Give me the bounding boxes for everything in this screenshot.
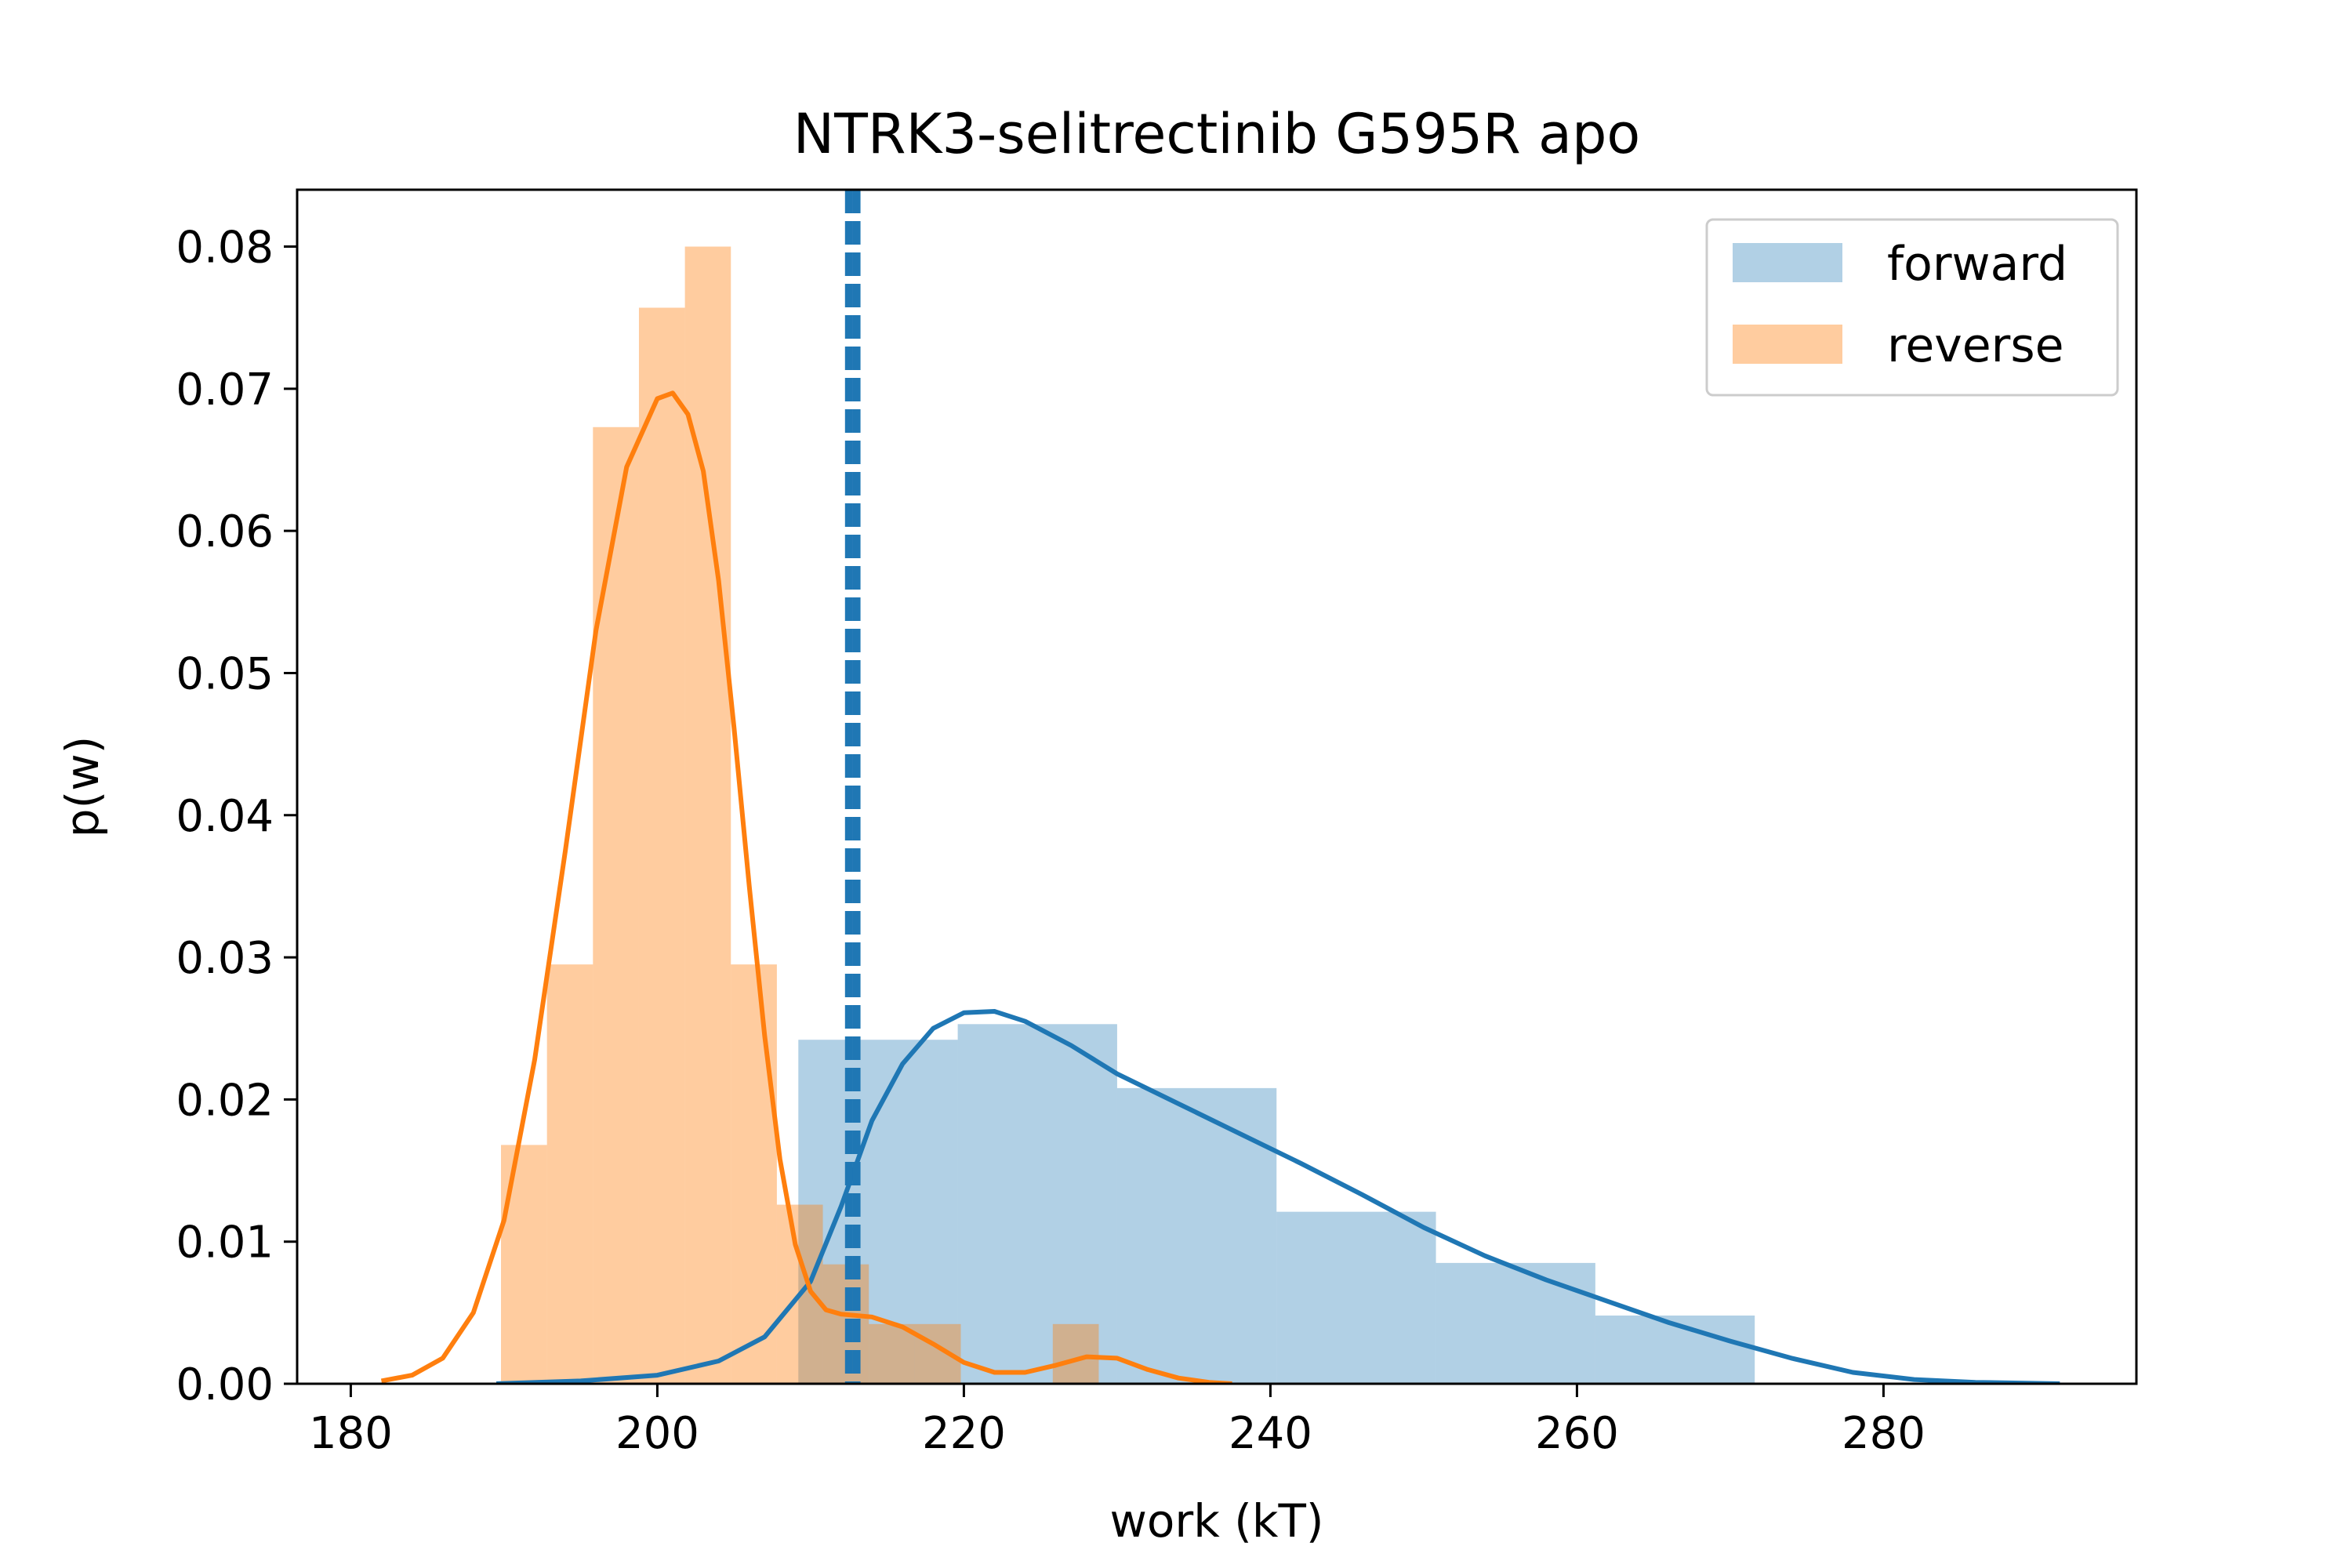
- y-axis: 0.00 0.01 0.02 0.03 0.04 0.05 0.06 0.07 0.08: [176, 223, 297, 1410]
- chart-title: NTRK3-selitrectinib G595R apo: [793, 102, 1640, 166]
- y-tick-label-3: 0.03: [176, 933, 274, 984]
- y-tick-label-2: 0.02: [176, 1075, 274, 1126]
- legend-label-forward: forward: [1887, 237, 2067, 292]
- y-axis-label: p(w): [56, 736, 109, 838]
- x-axis-label: work (kT): [1109, 1494, 1323, 1548]
- legend-swatch-reverse: [1733, 325, 1842, 364]
- x-axis: 180 200 220 240 260 280: [309, 1384, 1926, 1459]
- histogram-reverse: [501, 246, 1099, 1384]
- hist-bar-forward-0: [798, 1040, 958, 1384]
- y-tick-label-8: 0.08: [176, 223, 274, 274]
- y-tick-label-5: 0.05: [176, 648, 274, 699]
- x-tick-label-280: 280: [1842, 1408, 1926, 1459]
- y-tick-label-6: 0.06: [176, 506, 274, 557]
- hist-bar-reverse-12: [1052, 1323, 1099, 1384]
- legend-box: [1705, 218, 2119, 397]
- x-tick-label-260: 260: [1535, 1408, 1619, 1459]
- hist-bar-reverse-1: [546, 964, 593, 1384]
- hist-bar-forward-2: [1116, 1087, 1277, 1384]
- kde-curve-forward: [495, 1009, 2060, 1384]
- hist-bar-reverse-5: [731, 964, 777, 1384]
- hist-bar-reverse-2: [593, 426, 639, 1384]
- hist-bar-forward-1: [957, 1024, 1117, 1384]
- hist-bar-forward-3: [1276, 1211, 1436, 1384]
- legend-swatch-forward: [1733, 243, 1842, 282]
- y-tick-label-4: 0.04: [176, 791, 274, 842]
- plot-area: [380, 246, 2060, 1384]
- y-tick-label-7: 0.07: [176, 365, 274, 416]
- hist-bar-reverse-0: [501, 1145, 547, 1384]
- x-tick-label-220: 220: [922, 1408, 1006, 1459]
- mean-lines: [844, 190, 861, 1384]
- y-tick-label-0: 0.00: [176, 1359, 274, 1410]
- axes-frame: [296, 188, 2138, 1385]
- hist-bar-reverse-4: [684, 246, 731, 1384]
- x-tick-label-240: 240: [1229, 1408, 1312, 1459]
- hist-bar-forward-4: [1436, 1262, 1595, 1384]
- legend: forward reverse: [1705, 218, 2119, 397]
- legend-label-reverse: reverse: [1887, 318, 2064, 373]
- x-tick-label-180: 180: [309, 1408, 393, 1459]
- hist-bar-reverse-8: [869, 1323, 915, 1384]
- kde-curve-reverse: [380, 390, 1232, 1384]
- y-tick-label-1: 0.01: [176, 1218, 274, 1269]
- x-tick-label-200: 200: [615, 1408, 699, 1459]
- hist-bar-reverse-3: [638, 307, 685, 1384]
